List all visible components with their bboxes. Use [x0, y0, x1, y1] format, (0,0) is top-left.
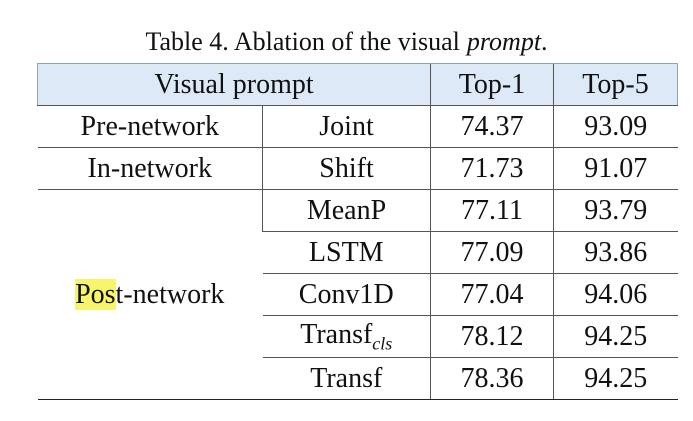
table-row: Post-network MeanP 77.11 93.79: [37, 189, 678, 400]
score-cell: 94.25: [553, 357, 678, 400]
table-row: Conv1D 77.04 94.06: [38, 273, 678, 316]
method-cell: Transfcls: [262, 315, 431, 358]
score-cell: 93.79: [553, 189, 678, 232]
table-row: Transf 78.36 94.25: [38, 357, 678, 400]
score-cell: 78.12: [430, 315, 554, 358]
score-cell: 71.73: [430, 147, 554, 190]
score-cell: 93.86: [553, 231, 678, 274]
score-cell: 93.09: [553, 105, 678, 148]
caption-text: Table 4. Ablation of the visual: [145, 27, 460, 56]
method-cell: Conv1D: [262, 273, 431, 316]
method-cell: LSTM: [262, 231, 431, 274]
group-cell: Pre-network: [37, 105, 263, 148]
method-cell: MeanP: [262, 189, 431, 232]
method-cell: Joint: [262, 105, 431, 148]
table-body: Pre-network Joint 74.37 93.09 In-network Shif…: [37, 105, 678, 400]
method-subscript: cls: [372, 333, 393, 354]
method-cell: Transf: [262, 357, 431, 400]
header-cell: Top-1: [430, 63, 554, 106]
group-cell: In-network: [37, 147, 263, 190]
caption: Table 4. Ablation of the visual prompt.: [0, 24, 693, 60]
ablation-table: Visual prompt Top-1 Top-5 Pre-network Joi…: [37, 63, 678, 400]
header-cell: Visual prompt: [37, 63, 431, 106]
score-cell: 74.37: [430, 105, 554, 148]
score-cell: 77.09: [430, 231, 554, 274]
caption-period: .: [541, 27, 548, 56]
method-text: Transf: [300, 318, 373, 350]
score-cell: 94.06: [553, 273, 678, 316]
table-row: In-network Shift 71.73 91.07: [37, 147, 678, 190]
caption-emphasis: prompt: [466, 27, 542, 56]
score-cell: 78.36: [430, 357, 554, 400]
score-cell: 91.07: [553, 147, 678, 190]
method-cell: Shift: [262, 147, 431, 190]
score-cell: 77.04: [430, 273, 554, 316]
group-cell: Post-network: [37, 189, 263, 400]
table-row: LSTM 77.09 93.86: [38, 231, 678, 274]
table-row: Transfcls 78.12 94.25: [38, 315, 678, 358]
score-cell: 94.25: [553, 315, 678, 358]
header-cell: Top-5: [553, 63, 678, 106]
table-row: Pre-network Joint 74.37 93.09: [37, 105, 678, 148]
highlight: Pos: [75, 278, 116, 310]
header-row: Visual prompt Top-1 Top-5: [37, 63, 678, 106]
score-cell: 77.11: [430, 189, 554, 232]
